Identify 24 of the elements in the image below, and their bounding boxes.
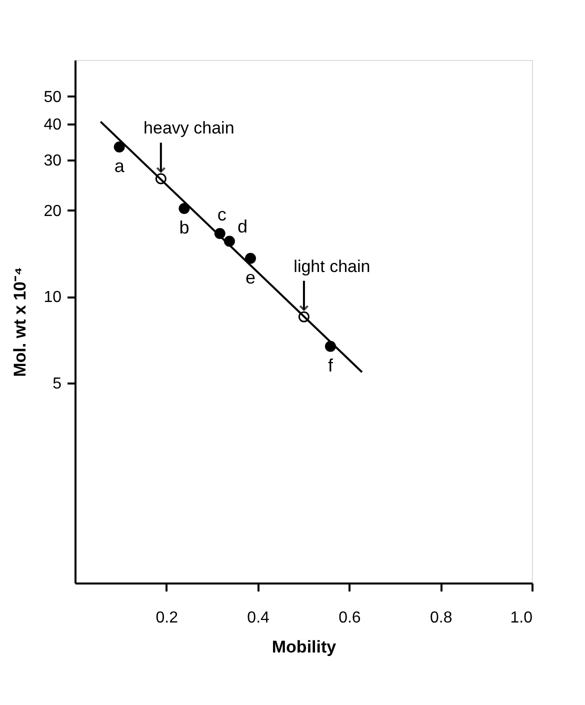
y-tick-label: 5 [52,375,62,392]
annotation: heavy chain [144,118,234,138]
annotation: light chain [294,256,370,276]
x-tick-label: 0.2 [156,610,178,626]
annotation: d [237,216,248,236]
point [244,252,256,264]
annotation: a [114,156,126,176]
annotation: e [245,267,256,288]
x-tick-label: 0.4 [247,610,270,626]
annotation: c [217,204,226,225]
point [178,203,190,214]
y-tick-label: 30 [44,152,62,170]
y-tick-label: 20 [44,202,62,220]
point [114,141,125,152]
y-axis-title: Mol. wt x 10⁻⁴ [10,267,30,377]
x-tick-label: 1.0 [510,610,533,626]
x-tick-label: 0.8 [430,610,452,626]
y-tick-label: 40 [44,116,62,134]
x-tick-label: 0.6 [338,610,361,626]
x-axis-title: Mobility [272,638,337,656]
y-tick-label: 50 [44,88,62,106]
annotation: f [328,355,334,376]
annotation: b [179,218,190,238]
y-tick-label: 10 [44,289,62,306]
